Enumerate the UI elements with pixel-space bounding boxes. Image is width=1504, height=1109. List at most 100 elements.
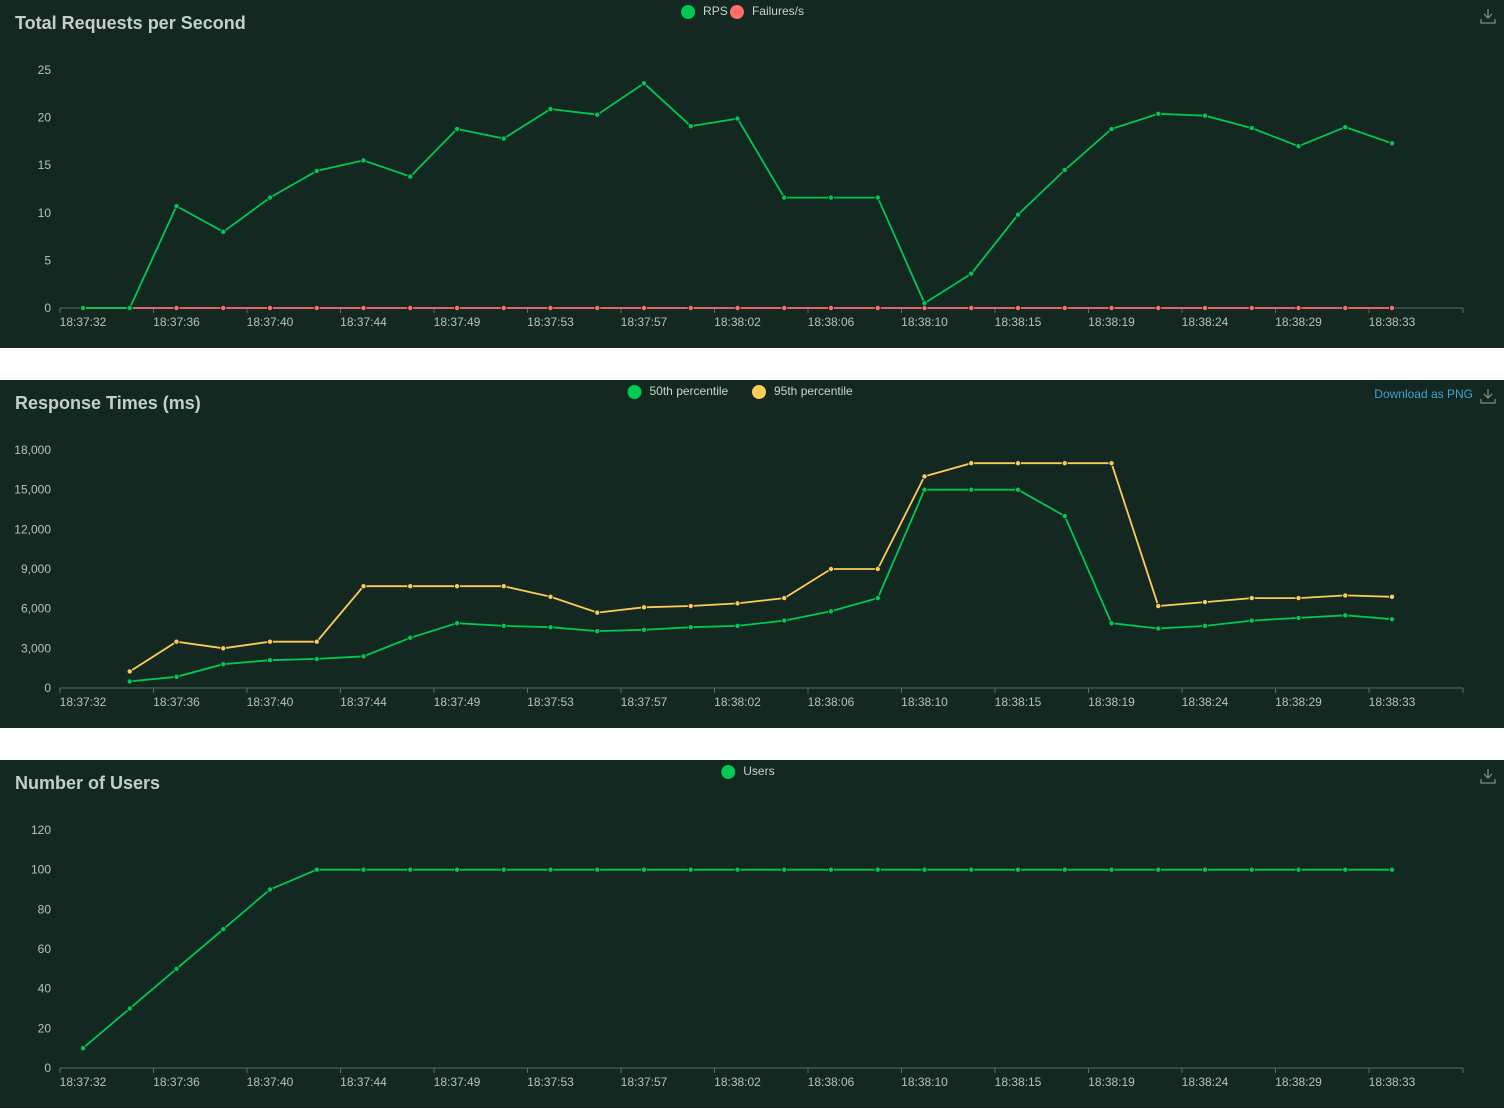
data-point[interactable] — [1389, 866, 1396, 873]
data-point[interactable] — [220, 228, 227, 235]
data-point[interactable] — [921, 486, 928, 493]
data-point[interactable] — [1389, 304, 1396, 311]
data-point[interactable] — [126, 304, 133, 311]
data-point[interactable] — [360, 583, 367, 590]
download-png-link[interactable]: Download as PNG — [1374, 387, 1473, 401]
data-point[interactable] — [828, 194, 835, 201]
data-point[interactable] — [1061, 513, 1068, 520]
data-point[interactable] — [407, 866, 414, 873]
data-point[interactable] — [360, 304, 367, 311]
data-point[interactable] — [360, 157, 367, 164]
data-point[interactable] — [220, 926, 227, 933]
data-point[interactable] — [1015, 211, 1022, 218]
data-point[interactable] — [313, 167, 320, 174]
data-point[interactable] — [1295, 304, 1302, 311]
data-point[interactable] — [1155, 866, 1162, 873]
data-point[interactable] — [921, 866, 928, 873]
download-icon[interactable] — [1480, 389, 1496, 404]
data-point[interactable] — [1342, 124, 1349, 131]
data-point[interactable] — [734, 115, 741, 122]
data-point[interactable] — [1202, 304, 1209, 311]
data-point[interactable] — [1015, 460, 1022, 467]
data-point[interactable] — [1248, 866, 1255, 873]
data-point[interactable] — [828, 866, 835, 873]
data-point[interactable] — [734, 600, 741, 607]
data-point[interactable] — [781, 866, 788, 873]
data-point[interactable] — [594, 304, 601, 311]
data-point[interactable] — [173, 673, 180, 680]
data-point[interactable] — [828, 304, 835, 311]
data-point[interactable] — [360, 866, 367, 873]
data-point[interactable] — [266, 304, 273, 311]
data-point[interactable] — [547, 106, 554, 113]
data-point[interactable] — [313, 866, 320, 873]
data-point[interactable] — [1295, 595, 1302, 602]
data-point[interactable] — [173, 965, 180, 972]
data-point[interactable] — [313, 655, 320, 662]
data-point[interactable] — [1061, 304, 1068, 311]
data-point[interactable] — [687, 624, 694, 631]
download-icon[interactable] — [1480, 769, 1496, 784]
data-point[interactable] — [1015, 304, 1022, 311]
data-point[interactable] — [1248, 125, 1255, 132]
data-point[interactable] — [500, 622, 507, 629]
data-point[interactable] — [1202, 599, 1209, 606]
data-point[interactable] — [173, 203, 180, 210]
data-point[interactable] — [500, 304, 507, 311]
data-point[interactable] — [734, 866, 741, 873]
download-icon[interactable] — [1480, 9, 1496, 24]
data-point[interactable] — [1342, 866, 1349, 873]
data-point[interactable] — [126, 668, 133, 675]
data-point[interactable] — [781, 194, 788, 201]
data-point[interactable] — [594, 609, 601, 616]
data-point[interactable] — [453, 866, 460, 873]
data-point[interactable] — [1295, 614, 1302, 621]
data-point[interactable] — [173, 638, 180, 645]
data-point[interactable] — [1061, 866, 1068, 873]
data-point[interactable] — [547, 593, 554, 600]
data-point[interactable] — [220, 645, 227, 652]
data-point[interactable] — [874, 866, 881, 873]
data-point[interactable] — [687, 304, 694, 311]
data-point[interactable] — [173, 304, 180, 311]
data-point[interactable] — [360, 653, 367, 660]
data-point[interactable] — [220, 304, 227, 311]
data-point[interactable] — [266, 657, 273, 664]
legend-item[interactable]: 50th percentile — [627, 384, 729, 399]
data-point[interactable] — [1202, 112, 1209, 119]
data-point[interactable] — [453, 620, 460, 627]
data-point[interactable] — [453, 304, 460, 311]
data-point[interactable] — [407, 583, 414, 590]
data-point[interactable] — [80, 304, 87, 311]
data-point[interactable] — [874, 194, 881, 201]
data-point[interactable] — [547, 624, 554, 631]
data-point[interactable] — [1389, 616, 1396, 623]
data-point[interactable] — [407, 304, 414, 311]
data-point[interactable] — [1155, 304, 1162, 311]
data-point[interactable] — [500, 866, 507, 873]
data-point[interactable] — [1295, 143, 1302, 150]
data-point[interactable] — [687, 866, 694, 873]
data-point[interactable] — [1248, 595, 1255, 602]
data-point[interactable] — [266, 194, 273, 201]
data-point[interactable] — [1108, 460, 1115, 467]
data-point[interactable] — [594, 866, 601, 873]
data-point[interactable] — [1155, 625, 1162, 632]
data-point[interactable] — [687, 603, 694, 610]
data-point[interactable] — [781, 617, 788, 624]
data-point[interactable] — [874, 595, 881, 602]
data-point[interactable] — [1108, 126, 1115, 133]
legend-item[interactable]: RPS — [681, 4, 728, 19]
data-point[interactable] — [1342, 304, 1349, 311]
data-point[interactable] — [266, 638, 273, 645]
data-point[interactable] — [968, 304, 975, 311]
data-point[interactable] — [1202, 866, 1209, 873]
data-point[interactable] — [781, 595, 788, 602]
data-point[interactable] — [1342, 612, 1349, 619]
data-point[interactable] — [547, 304, 554, 311]
data-point[interactable] — [781, 304, 788, 311]
data-point[interactable] — [641, 304, 648, 311]
data-point[interactable] — [641, 604, 648, 611]
data-point[interactable] — [641, 626, 648, 633]
data-point[interactable] — [594, 628, 601, 635]
